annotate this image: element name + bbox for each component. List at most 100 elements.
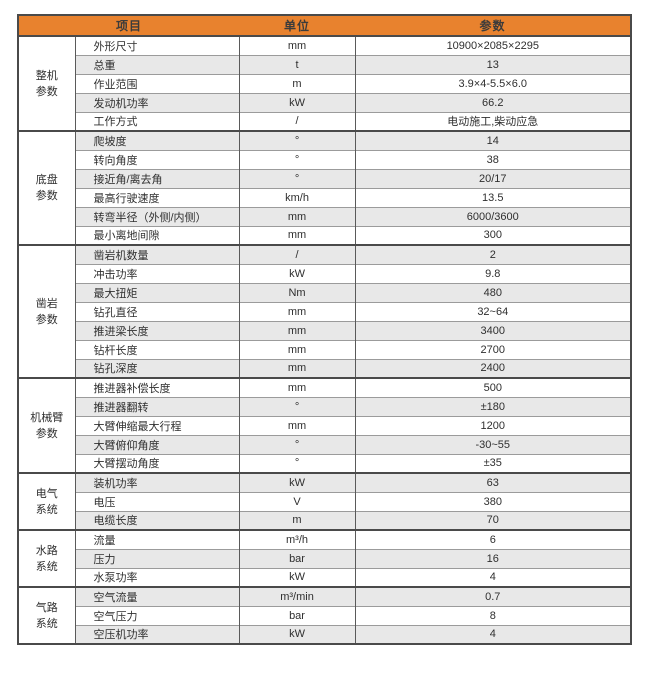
unit-cell: / [238, 111, 356, 131]
item-cell: 接近角/离去角 [74, 168, 240, 188]
unit-cell: ° [238, 434, 356, 454]
table-row: 作业范围 m 3.9×4-5.5×6.0 [18, 73, 632, 93]
value-cell: 10900×2085×2295 [354, 35, 632, 55]
unit-cell: mm [238, 225, 356, 245]
unit-cell: kW [238, 263, 356, 283]
table-row: 接近角/离去角 ° 20/17 [18, 168, 632, 188]
group-label-line: 参数 [35, 190, 58, 202]
item-cell: 发动机功率 [74, 92, 240, 112]
item-cell: 外形尺寸 [74, 35, 240, 55]
value-cell: 300 [354, 225, 632, 245]
item-cell: 空气流量 [74, 586, 240, 606]
item-cell: 钻杆长度 [74, 339, 240, 359]
table-row: 工作方式 / 电动施工,柴动应急 [18, 111, 632, 131]
group-label: 机械臂 参数 [18, 377, 75, 473]
unit-cell: bar [238, 605, 356, 625]
unit-cell: mm [238, 320, 356, 340]
item-cell: 推进器补偿长度 [74, 377, 240, 397]
value-cell: 4 [354, 624, 632, 644]
item-cell: 最高行驶速度 [74, 187, 240, 207]
table-row: 凿岩 参数 凿岩机数量/2 [18, 244, 632, 378]
unit-cell: ° [238, 149, 356, 169]
value-cell: 480 [354, 282, 632, 302]
page: 项目 单位 参数 整机 参数 外形尺寸 mm 10900×2085×2295 总重 t 13 作… [17, 14, 633, 645]
group-label: 整机 参数 [18, 35, 75, 131]
value-cell: 16 [354, 548, 632, 568]
group-label-line: 系统 [35, 560, 58, 573]
table-row: 发动机功率 kW 66.2 [18, 92, 632, 112]
group-label-line: 底盘 [35, 174, 58, 186]
item-cell: 总重 [74, 54, 240, 74]
unit-cell: m [238, 73, 356, 93]
item-cell: 爬坡度 [74, 130, 240, 150]
unit-cell: kW [238, 92, 356, 112]
unit-cell: kW [238, 472, 356, 492]
unit-cell: mm [238, 415, 356, 435]
group-label-line: 参数 [35, 313, 58, 326]
value-cell: -30~55 [354, 434, 632, 454]
unit-cell: m [238, 510, 356, 530]
column-header-param: 参数 [355, 15, 632, 37]
table-row: 大臂俯仰角度 ° -30~55 [18, 434, 632, 454]
table-row: 水路 系统 流量 m³/h 6 [18, 529, 632, 587]
table-row: 钻孔深度 mm 2400 [18, 358, 632, 378]
value-cell: 380 [354, 491, 632, 511]
group-label: 水路 系统 [18, 529, 75, 587]
table-row: 大臂伸缩最大行程 mm 1200 [18, 415, 632, 435]
item-cell: 装机功率 [74, 472, 240, 492]
group-label: 底盘 参数 [18, 130, 75, 245]
group-label-line: 凿岩 [35, 297, 58, 310]
table-row: 水泵功率 kW 4 [18, 567, 632, 587]
column-header-unit: 单位 [239, 15, 356, 37]
value-cell: ±35 [354, 453, 632, 473]
unit-cell: ° [238, 453, 356, 473]
item-cell: 钻孔直径 [74, 301, 240, 321]
table-row: 底盘 参数 爬坡度 ° 14 [18, 130, 632, 245]
value-cell: 1200 [354, 415, 632, 435]
item-cell: 冲击功率 [74, 263, 240, 283]
group-label-line: 电气 [35, 487, 58, 500]
value-cell: 13.5 [354, 187, 632, 207]
group-label-line: 参数 [35, 427, 58, 440]
item-cell: 电压 [74, 491, 240, 511]
unit-cell: mm [238, 35, 356, 55]
table-row: 电压 V 380 [18, 491, 632, 511]
group-label-line: 整机 [35, 69, 58, 82]
value-cell: 电动施工,柴动应急 [354, 111, 632, 131]
group-label: 凿岩 参数 [18, 244, 75, 378]
value-cell: ±180 [354, 396, 632, 416]
table-row: 转向角度 ° 38 [18, 149, 632, 169]
value-cell: 3400 [354, 320, 632, 340]
table-row: 电气 系统 装机功率 kW 63 [18, 472, 632, 530]
item-cell: 大臂摆动角度 [74, 453, 240, 473]
unit-cell: bar [238, 548, 356, 568]
spec-table: 项目 单位 参数 整机 参数 外形尺寸 mm 10900×2085×2295 总重 t 13 作… [17, 14, 633, 645]
table-row: 钻孔直径 mm 32~64 [18, 301, 632, 321]
unit-cell: kW [238, 624, 356, 644]
item-cell: 最小离地间隙 [74, 225, 240, 245]
group-label-line: 气路 [35, 601, 58, 614]
item-cell: 推进器翻转 [74, 396, 240, 416]
value-cell: 8 [354, 605, 632, 625]
table-row: 冲击功率 kW 9.8 [18, 263, 632, 283]
header-row: 项目 单位 参数 [18, 15, 632, 37]
unit-cell: t [238, 54, 356, 74]
item-cell: 压力 [74, 548, 240, 568]
table-row: 压力 bar 16 [18, 548, 632, 568]
group-label: 电气 系统 [18, 472, 75, 530]
unit-cell: ° [238, 168, 356, 188]
item-cell: 凿岩机数量 [74, 244, 240, 264]
unit-cell: mm [238, 377, 356, 397]
value-cell: 2400 [354, 358, 632, 378]
value-cell: 500 [354, 377, 632, 397]
group-label-line: 参数 [35, 85, 58, 98]
value-cell: 6 [354, 529, 632, 549]
item-cell: 推进梁长度 [74, 320, 240, 340]
unit-cell: ° [238, 396, 356, 416]
table-row: 整机 参数 外形尺寸 mm 10900×2085×2295 [18, 35, 632, 131]
group-label-line: 系统 [35, 503, 58, 516]
unit-cell: m³/min [238, 586, 356, 606]
value-cell: 20/17 [354, 168, 632, 188]
table-row: 大臂摆动角度 ° ±35 [18, 453, 632, 473]
item-cell: 电缆长度 [74, 510, 240, 530]
